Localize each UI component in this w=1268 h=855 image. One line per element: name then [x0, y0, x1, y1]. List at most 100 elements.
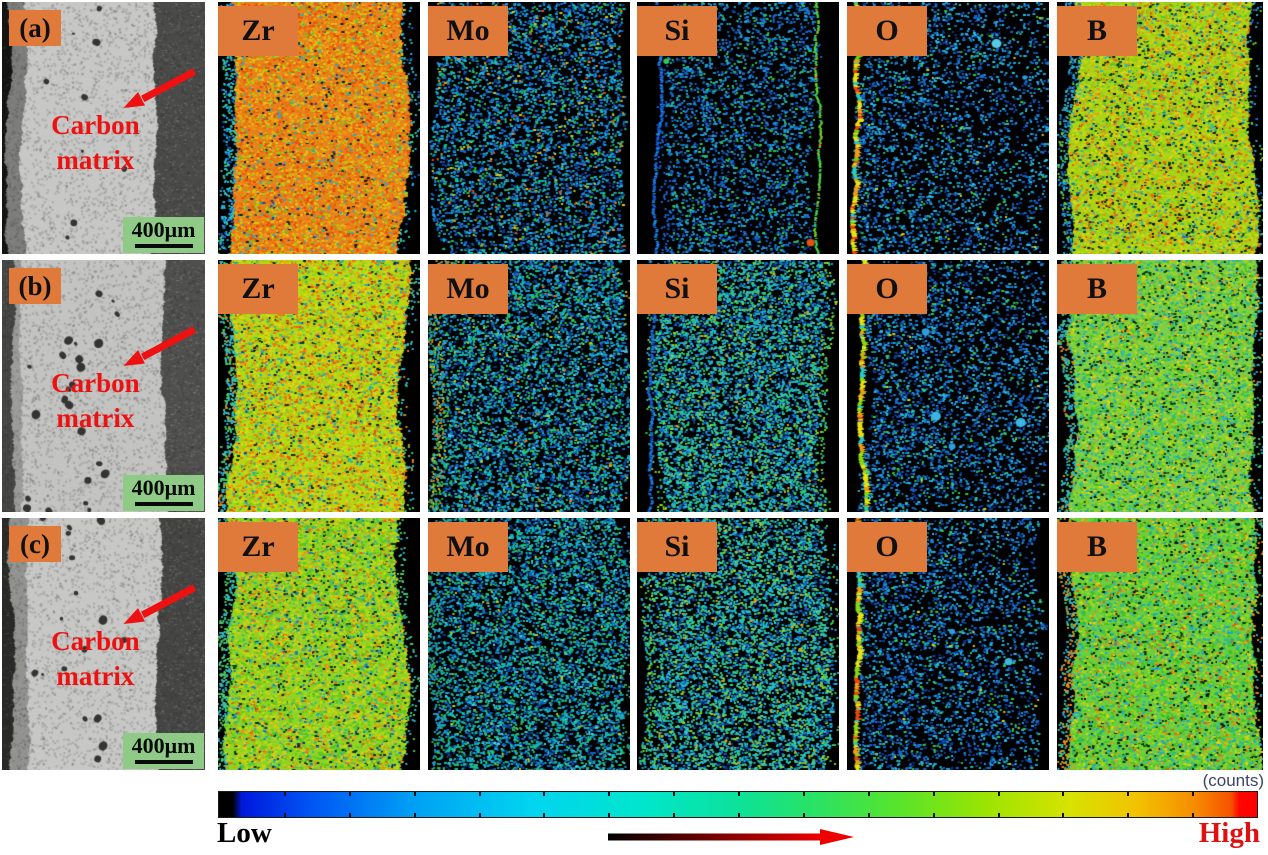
element-label-badge: O: [847, 264, 927, 314]
eds-map-panel-b: B: [1057, 260, 1263, 512]
element-label: Mo: [446, 272, 490, 305]
element-label-badge: O: [847, 6, 927, 56]
scale-bar-line: [134, 244, 193, 248]
colorbar-tick: [1127, 792, 1130, 796]
element-label: Zr: [241, 14, 275, 47]
eds-map-panel-zr: Zr: [218, 518, 420, 770]
colorbar-tick: [348, 792, 351, 796]
colorbar-tick: [478, 792, 481, 796]
colorbar-tick: [413, 813, 416, 817]
sem-panel: (b) Carbon matrix 400μm: [2, 260, 205, 512]
scale-bar-line: [134, 760, 193, 764]
element-label-badge: Si: [637, 522, 717, 572]
element-label: Zr: [241, 530, 275, 563]
colorbar: [218, 791, 1258, 818]
eds-map-panel-si: Si: [637, 2, 839, 254]
gradient-direction-arrow-icon: [608, 829, 854, 845]
element-label-badge: Zr: [218, 264, 298, 314]
colorbar-tick: [738, 813, 740, 817]
colorbar-tick: [543, 813, 546, 817]
sem-panel: (a) Carbon matrix 400μm: [2, 2, 205, 254]
eds-map-panel-mo: Mo: [428, 260, 630, 512]
element-label-badge: Si: [637, 6, 717, 56]
eds-map-panel-mo: Mo: [428, 2, 630, 254]
eds-map-panel-b: B: [1057, 2, 1263, 254]
eds-map-panel-mo: Mo: [428, 518, 630, 770]
element-label-badge: O: [847, 522, 927, 572]
colorbar-tick: [413, 792, 416, 796]
colorbar-tick: [283, 792, 286, 796]
element-label: Zr: [241, 272, 275, 305]
element-label: O: [875, 14, 899, 47]
scale-bar: 400μm: [123, 475, 204, 511]
colorbar-tick: [1062, 813, 1065, 817]
eds-map-panel-o: O: [847, 260, 1049, 512]
scale-bar-label: 400μm: [131, 733, 196, 758]
element-label-badge: B: [1057, 264, 1137, 314]
colorbar-tick: [1062, 792, 1065, 796]
colorbar-tick: [608, 813, 611, 817]
carbon-matrix-arrow-icon: [123, 326, 197, 367]
colorbar-tick: [478, 813, 481, 817]
colorbar-tick: [1192, 792, 1195, 796]
carbon-matrix-label: Carbon matrix: [51, 367, 140, 434]
element-label: B: [1086, 272, 1107, 305]
colorbar-tick: [348, 813, 351, 817]
element-label-badge: Si: [637, 264, 717, 314]
element-label: B: [1086, 530, 1107, 563]
eds-map-panel-si: Si: [637, 518, 839, 770]
sem-panel: (c) Carbon matrix 400μm: [2, 518, 205, 770]
counts-units-label: (counts): [1202, 771, 1264, 790]
colorbar-tick: [867, 813, 870, 817]
element-label: Mo: [446, 14, 490, 47]
colorbar-tick: [1192, 813, 1195, 817]
colorbar-tick: [673, 792, 676, 796]
carbon-matrix-label: Carbon matrix: [51, 109, 140, 176]
row-label-badge: (a): [9, 10, 61, 46]
eds-map-panel-zr: Zr: [218, 260, 420, 512]
element-label: O: [875, 272, 899, 305]
colorbar-tick: [802, 813, 805, 817]
row-label: (a): [19, 12, 51, 43]
colorbar-tick: [283, 813, 286, 817]
scale-bar-label: 400μm: [131, 475, 196, 500]
carbon-matrix-arrow-icon: [123, 584, 197, 625]
colorbar-tick: [997, 792, 1000, 796]
element-label-badge: B: [1057, 6, 1137, 56]
eds-map-panel-o: O: [847, 518, 1049, 770]
colorbar-low-label: Low: [217, 817, 272, 849]
element-label: B: [1086, 14, 1107, 47]
colorbar-tick: [802, 792, 805, 796]
row-label: (c): [20, 528, 50, 559]
colorbar-tick: [543, 792, 546, 796]
row-label: (b): [18, 270, 52, 301]
colorbar-tick: [1127, 813, 1130, 817]
element-label-badge: Mo: [428, 264, 508, 314]
eds-map-panel-o: O: [847, 2, 1049, 254]
carbon-matrix-arrow-icon: [123, 68, 197, 109]
element-label-badge: Zr: [218, 6, 298, 56]
row-label-badge: (b): [9, 268, 61, 304]
element-label: Mo: [446, 530, 490, 563]
colorbar-tick: [997, 813, 1000, 817]
scale-bar: 400μm: [123, 217, 204, 253]
row-label-badge: (c): [9, 526, 61, 562]
element-label: Si: [664, 14, 690, 47]
element-label: Si: [664, 272, 690, 305]
colorbar-tick: [932, 813, 935, 817]
eds-map-panel-si: Si: [637, 260, 839, 512]
colorbar-high-label: High: [1198, 817, 1260, 849]
colorbar-tick: [932, 792, 935, 796]
eds-map-panel-b: B: [1057, 518, 1263, 770]
eds-map-panel-zr: Zr: [218, 2, 420, 254]
element-label-badge: Mo: [428, 522, 508, 572]
scale-bar-line: [134, 502, 193, 506]
element-label-badge: Zr: [218, 522, 298, 572]
element-label-badge: B: [1057, 522, 1137, 572]
scale-bar-label: 400μm: [131, 217, 196, 242]
colorbar-tick: [608, 792, 611, 796]
scale-bar: 400μm: [123, 733, 204, 769]
element-label: Si: [664, 530, 690, 563]
colorbar-tick: [738, 792, 740, 796]
